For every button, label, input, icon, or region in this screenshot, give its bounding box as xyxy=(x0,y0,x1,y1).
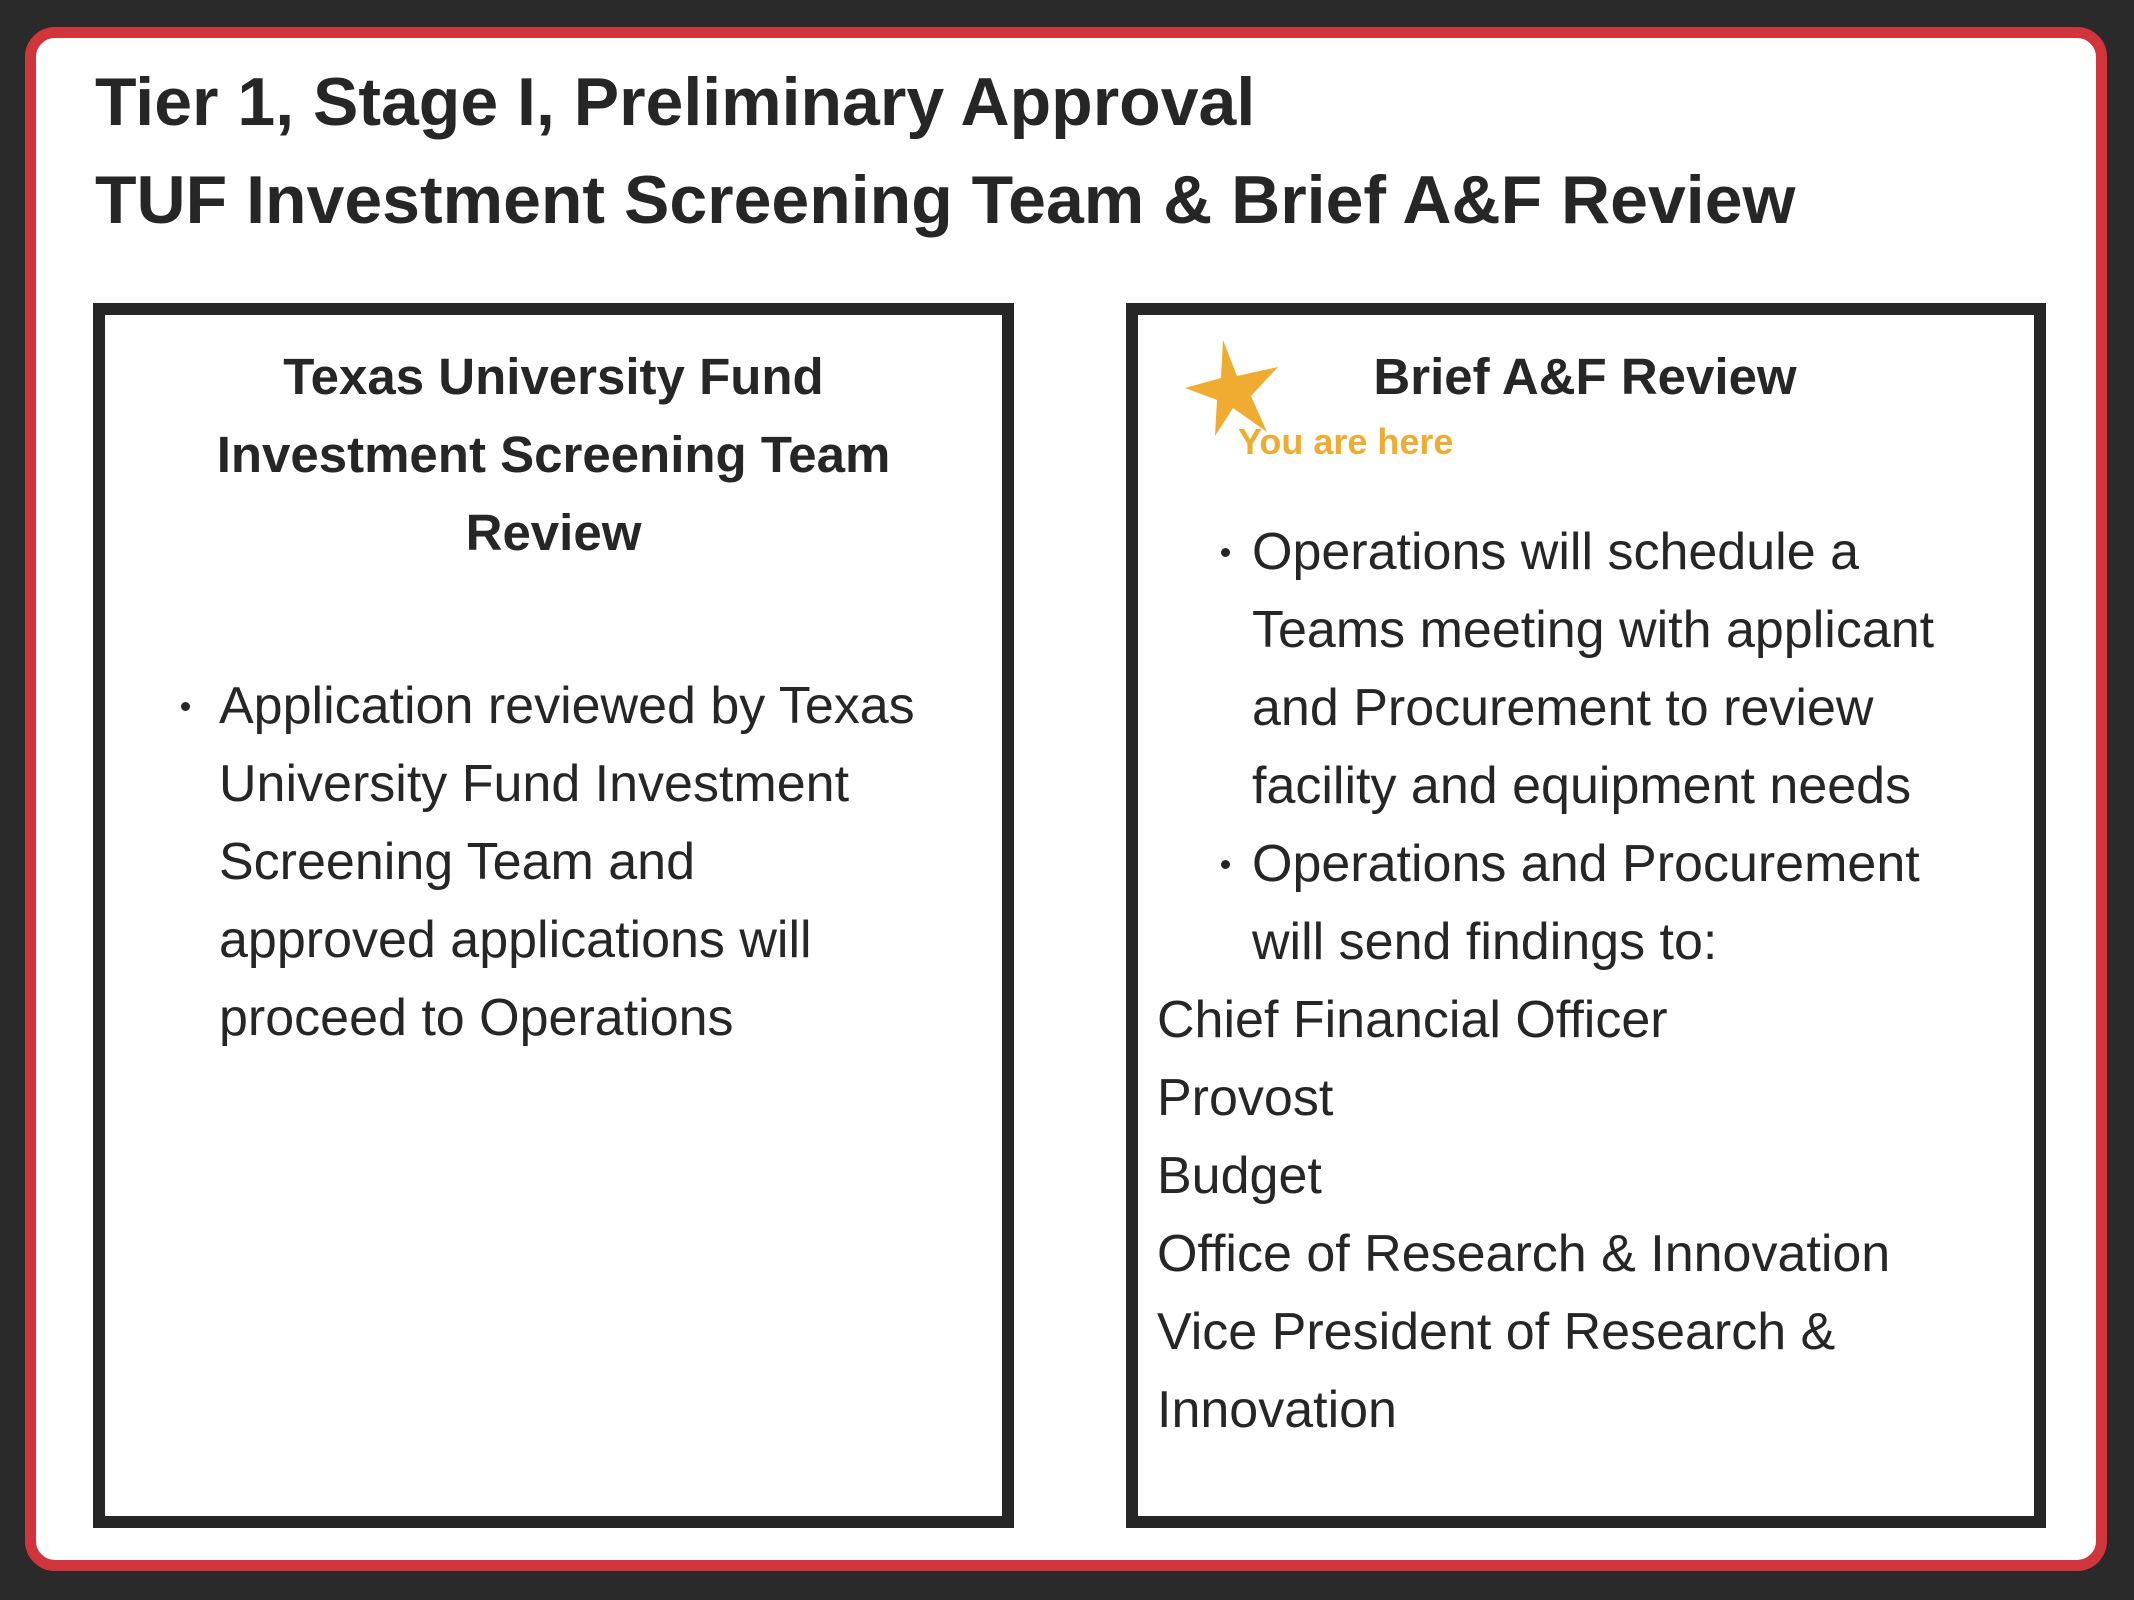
bullet-line: Operations will schedule a xyxy=(1252,523,1859,581)
bullet-line: proceed to Operations xyxy=(219,989,734,1047)
bullet-line: Operations and Procurement xyxy=(1252,835,1920,893)
bullet-line: Application reviewed by Texas xyxy=(219,677,915,735)
star-icon xyxy=(1185,340,1278,436)
heading-line: Review xyxy=(465,504,642,561)
recipient-list: Chief Financial Officer Provost Budget O… xyxy=(1157,981,1890,1449)
heading-line: Investment Screening Team xyxy=(216,426,891,483)
recipient-item: Provost xyxy=(1157,1069,1334,1127)
recipient-item: Innovation xyxy=(1157,1381,1397,1439)
brief-review-bullet-list: Operations will schedule a Teams meeting… xyxy=(1221,513,1935,981)
bullet-item: Operations and Procurement will send fin… xyxy=(1221,825,1934,981)
recipient-item: Office of Research & Innovation xyxy=(1157,1225,1891,1283)
recipient-item: Chief Financial Officer xyxy=(1157,991,1668,1049)
bullet-line: approved applications will xyxy=(219,911,812,969)
bullet-dot xyxy=(1221,548,1230,557)
title-line-2: TUF Investment Screening Team & Brief A&… xyxy=(95,162,1796,238)
recipient-item: Vice President of Research & xyxy=(1157,1303,1836,1361)
bullet-item: Application reviewed by Texas University… xyxy=(181,667,915,1057)
bullet-line: Screening Team and xyxy=(219,833,696,891)
bullet-item: Operations will schedule a Teams meeting… xyxy=(1221,513,1935,825)
bullet-dot xyxy=(181,702,190,711)
bullet-line: will send findings to: xyxy=(1252,913,1718,971)
bullet-line: and Procurement to review xyxy=(1252,679,1874,737)
tuf-screening-heading: Texas University Fund Investment Screeni… xyxy=(105,338,1002,572)
recipient-item: Budget xyxy=(1157,1147,1322,1205)
bullet-line: Teams meeting with applicant xyxy=(1252,601,1935,659)
bullet-line: University Fund Investment xyxy=(219,755,850,813)
heading-line: Texas University Fund xyxy=(283,348,824,405)
bullet-dot xyxy=(1221,860,1230,869)
tuf-bullet-list: Application reviewed by Texas University… xyxy=(181,667,915,1057)
bullet-line: facility and equipment needs xyxy=(1252,757,1912,815)
title-line-1: Tier 1, Stage I, Preliminary Approval xyxy=(95,64,1256,140)
tuf-screening-box xyxy=(93,303,1014,1528)
you-are-here-label: You are here xyxy=(1238,421,1454,462)
brief-af-review-box xyxy=(1126,303,2046,1528)
brief-af-review-heading: Brief A&F Review xyxy=(1373,348,1797,405)
